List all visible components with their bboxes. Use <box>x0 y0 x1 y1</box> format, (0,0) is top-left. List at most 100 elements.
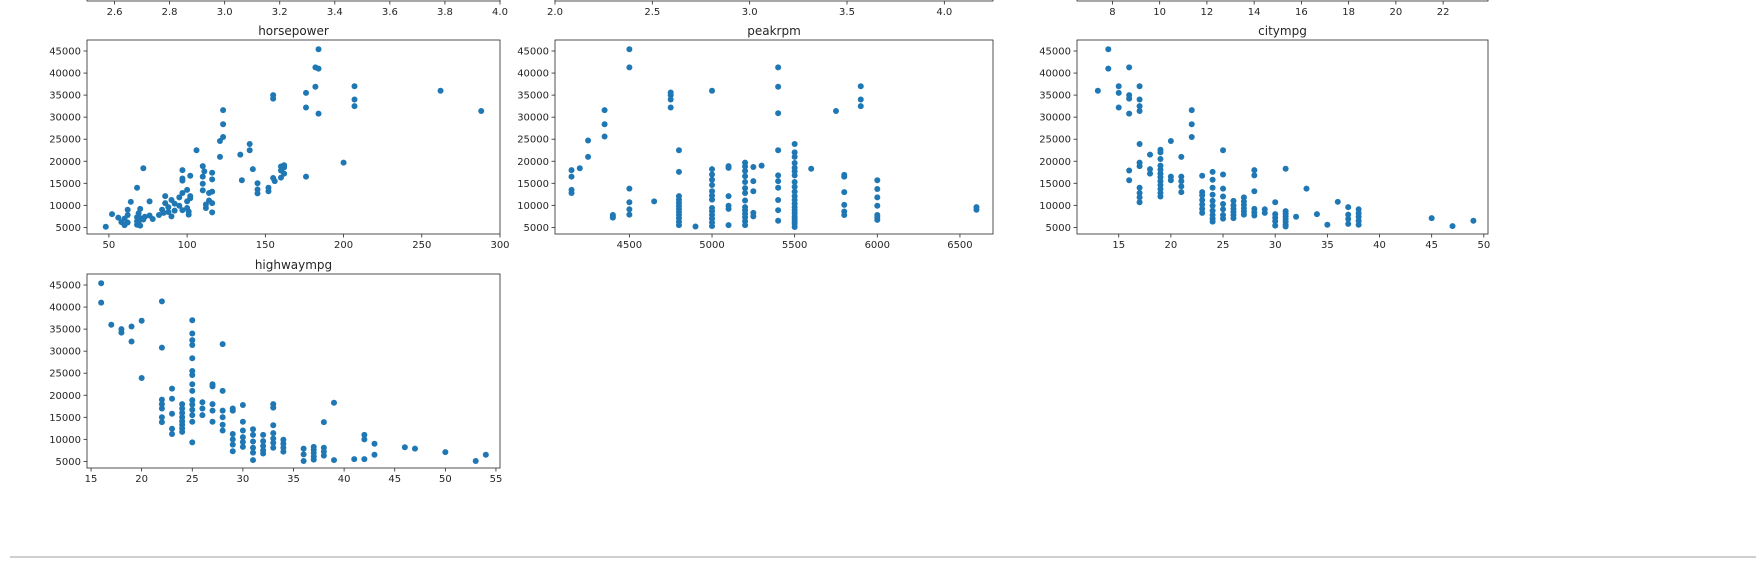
data-point <box>330 399 337 406</box>
data-point <box>185 208 192 215</box>
data-point <box>270 95 277 102</box>
data-point <box>1136 184 1143 191</box>
data-point <box>1449 223 1456 230</box>
data-point <box>158 396 165 403</box>
data-point <box>250 444 257 451</box>
data-point <box>128 323 135 330</box>
x-tick-label: 12 <box>1201 7 1214 18</box>
data-point <box>775 83 782 90</box>
data-point <box>219 414 226 421</box>
data-point <box>128 338 135 345</box>
data-point <box>1126 110 1133 117</box>
data-point <box>260 431 267 438</box>
data-point <box>709 182 716 189</box>
data-point <box>199 180 206 187</box>
data-point <box>675 147 682 154</box>
data-point <box>199 163 206 170</box>
x-tick-label: 8 <box>1109 7 1115 18</box>
data-point <box>140 165 147 172</box>
data-point <box>1220 206 1227 213</box>
data-point <box>189 397 196 404</box>
data-point <box>667 89 674 96</box>
data-point <box>270 439 277 446</box>
y-tick-label: 25000 <box>517 135 549 146</box>
x-tick-label: 45 <box>1425 240 1438 251</box>
data-point <box>725 202 732 209</box>
data-point <box>750 178 757 185</box>
data-point <box>1282 223 1289 230</box>
data-point <box>1199 172 1206 179</box>
data-point <box>1105 46 1112 53</box>
data-point <box>841 171 848 178</box>
data-point <box>1199 192 1206 199</box>
data-point <box>127 198 134 205</box>
y-tick-label: 20000 <box>49 157 81 168</box>
data-point <box>1115 83 1122 90</box>
x-tick-label: 22 <box>1437 7 1450 18</box>
data-point <box>199 173 206 180</box>
data-point <box>199 399 206 406</box>
data-point <box>239 418 246 425</box>
y-tick-label: 40000 <box>517 69 549 80</box>
data-point <box>250 438 257 445</box>
data-point <box>246 147 253 154</box>
data-point <box>775 64 782 71</box>
panel-partial-2: 8 10 12 14 16 18 20 22 <box>1076 0 1489 18</box>
scatter-grid: 2.6 2.8 3.0 3.2 3.4 3.6 3.8 4.0 2.0 2.5 3.0 3.5 4.0 8… <box>49 0 1490 485</box>
x-tick-label: 200 <box>334 240 353 251</box>
data-point <box>169 410 176 417</box>
data-point <box>229 448 236 455</box>
data-point <box>115 214 122 221</box>
data-point <box>626 185 633 192</box>
y-tick-label: 35000 <box>517 91 549 102</box>
data-point <box>176 202 183 209</box>
data-point <box>1230 197 1237 204</box>
data-point <box>216 153 223 160</box>
data-point <box>1136 189 1143 196</box>
data-point <box>189 371 196 378</box>
data-point <box>281 162 288 169</box>
data-point <box>239 434 246 441</box>
data-point <box>108 321 115 328</box>
data-point <box>209 418 216 425</box>
data-point <box>1220 147 1227 154</box>
data-point <box>219 407 226 414</box>
y-tick-label: 45000 <box>49 47 81 58</box>
x-tick-label: 4.0 <box>936 7 952 18</box>
x-tick-label: 2.5 <box>644 7 660 18</box>
data-point <box>709 188 716 195</box>
axes-frame <box>554 39 994 235</box>
data-point <box>857 83 864 90</box>
data-point <box>158 414 165 421</box>
data-point <box>361 431 368 438</box>
data-point <box>775 217 782 224</box>
data-point <box>775 147 782 154</box>
axes-frame <box>86 39 501 235</box>
data-point <box>1178 178 1185 185</box>
data-point <box>750 209 757 216</box>
data-point <box>189 341 196 348</box>
data-point <box>250 426 257 433</box>
y-tick-label: 20000 <box>49 391 81 402</box>
data-point <box>709 176 716 183</box>
data-point <box>1157 193 1164 200</box>
data-point <box>179 401 186 408</box>
data-point <box>220 107 227 114</box>
data-point <box>1178 173 1185 180</box>
data-point <box>841 208 848 215</box>
data-point <box>320 452 327 459</box>
data-point <box>568 167 575 174</box>
data-point <box>270 422 277 429</box>
data-point <box>158 344 165 351</box>
data-point <box>973 204 980 211</box>
data-point <box>162 193 169 200</box>
data-point <box>1334 198 1341 205</box>
x-tick-label: 20 <box>1165 240 1178 251</box>
data-point <box>141 213 148 220</box>
y-tick-label: 20000 <box>1039 157 1071 168</box>
data-point <box>791 178 798 185</box>
data-point <box>179 189 186 196</box>
data-point <box>1136 141 1143 148</box>
x-tick-label: 3.6 <box>382 7 398 18</box>
data-point <box>189 355 196 362</box>
